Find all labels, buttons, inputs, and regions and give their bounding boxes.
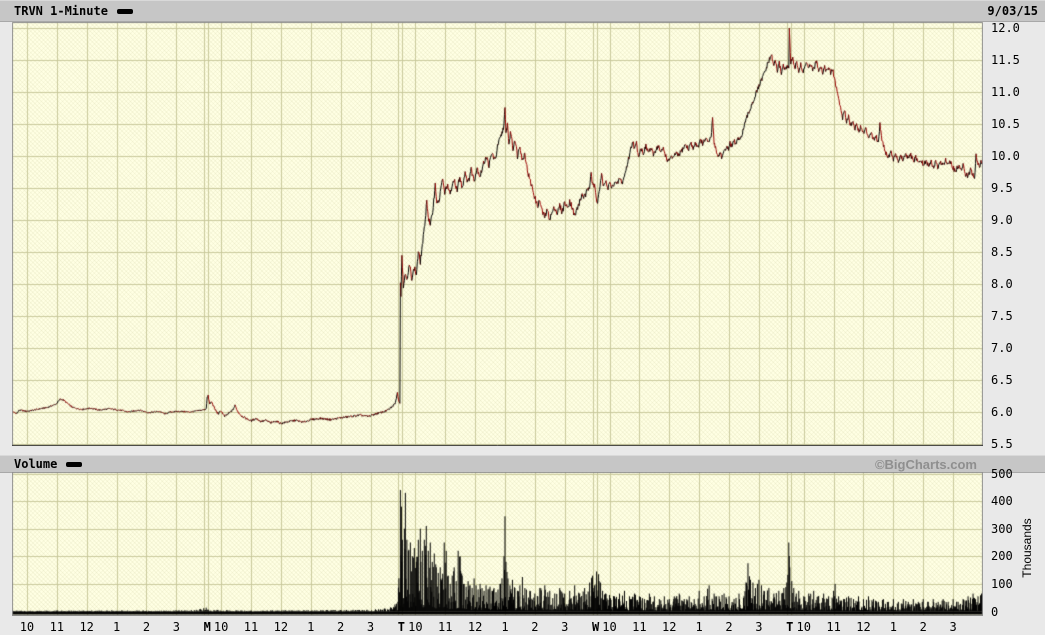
time-axis-label: 12 [662,620,677,634]
volume-axis-label: 100 [991,576,1013,591]
volume-axis-label: 400 [991,494,1013,509]
time-axis-label: 3 [172,620,180,634]
price-axis-label: 6.0 [991,405,1013,419]
time-axis-label: 2 [337,620,345,634]
symbol-title: TRVN 1-Minute [14,4,108,18]
price-axis-label: 9.0 [991,213,1013,227]
volume-axis-label: 0 [991,604,999,619]
price-axis-label: 11.0 [991,85,1020,99]
bigcharts-watermark: ©BigCharts.com [874,457,977,472]
price-axis-label: 7.5 [991,309,1013,323]
volume-unit-label: Thousands [1020,518,1034,578]
volume-panel-header: Volume ©BigCharts.com [0,455,1045,473]
time-axis-label: 1 [112,620,121,634]
time-axis-label: 2 [725,620,733,634]
time-axis-label: 11 [826,620,841,634]
time-axis-label: 12 [856,620,871,634]
volume-axis-label: 500 [991,466,1013,481]
time-axis-label: 11 [437,620,453,634]
date-label: 9/03/15 [987,4,1038,18]
volume-axis-label: 300 [991,521,1013,536]
day-marker-label: W [591,620,600,634]
volume-title: Volume [14,457,58,471]
volume-plot [12,472,983,616]
price-axis-label: 10.5 [991,117,1020,131]
price-axis-label: 8.5 [991,245,1013,259]
price-canvas [12,22,983,446]
time-axis-label: 11 [632,620,647,634]
price-series-legend-dash [116,8,133,14]
time-axis-label: 12 [467,620,483,634]
volume-series-legend-dash [66,461,83,467]
time-axis-label: 1 [889,620,897,634]
price-axis-label: 7.0 [991,341,1013,355]
time-axis-label: 1 [307,620,315,634]
time-axis-label: 3 [755,620,763,634]
price-axis-label: 12.0 [991,21,1020,35]
time-axis-label: 2 [142,620,151,634]
time-axis-label: 1 [501,620,509,634]
time-axis-label: 11 [243,620,259,634]
volume-axis-label: 200 [991,549,1013,564]
time-axis-label: 3 [366,620,375,634]
time-axis-label: 2 [531,620,539,634]
volume-canvas [12,472,983,616]
time-axis-label: 3 [561,620,569,634]
price-panel-header: TRVN 1-Minute 9/03/15 [0,0,1045,22]
time-axis-label: 3 [949,620,957,634]
time-axis-label: 12 [79,620,94,634]
day-marker-label: M [203,620,211,634]
time-axis-label: 10 [796,620,811,634]
time-axis-label: 1 [695,620,703,634]
price-axis-label: 10.0 [991,149,1020,163]
day-marker-label: T [397,620,406,634]
time-axis-label: 12 [273,620,289,634]
price-plot [12,22,983,446]
time-axis-label: 10 [19,620,35,634]
price-axis-label: 5.5 [991,437,1013,451]
time-axis-label: 2 [919,620,927,634]
price-axis-label: 8.0 [991,277,1013,291]
price-axis-label: 11.5 [991,53,1020,67]
time-axis-label: 10 [408,620,423,634]
time-axis-label: 10 [602,620,617,634]
price-axis-label: 9.5 [991,181,1013,195]
time-axis-label: 11 [49,620,65,634]
time-axis-label: 10 [213,620,229,634]
day-marker-label: T [786,620,794,634]
price-axis-label: 6.5 [991,373,1013,387]
